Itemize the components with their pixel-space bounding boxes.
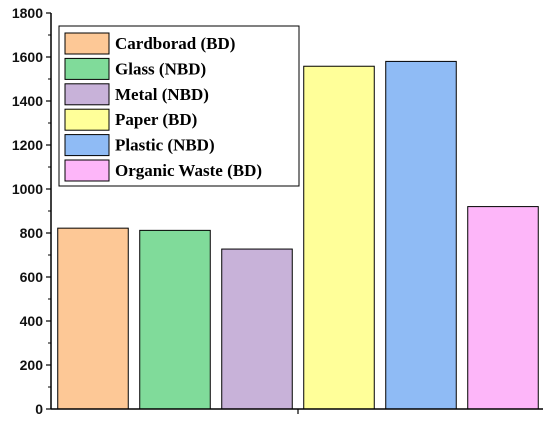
legend-swatch-5 [64, 134, 110, 157]
y-tick-label: 1200 [12, 137, 43, 153]
legend-label-5: Plastic (NBD) [115, 136, 215, 155]
legend-swatch-2 [64, 57, 110, 80]
y-tick-label: 0 [35, 401, 43, 417]
legend-label-3: Metal (NBD) [115, 85, 209, 104]
y-tick-label: 1800 [12, 5, 43, 21]
bar-6 [467, 206, 539, 410]
legend-swatch-3 [64, 83, 110, 106]
legend-label-1: Cardborad (BD) [115, 34, 235, 53]
bar-2 [139, 229, 211, 410]
bar-4 [303, 65, 375, 410]
legend-swatch-1 [64, 32, 110, 55]
bar-5 [385, 60, 457, 410]
legend-label-6: Organic Waste (BD) [115, 161, 262, 180]
legend: Cardborad (BD) Glass (NBD) Metal (NBD) Pape… [58, 25, 300, 187]
y-tick-label: 600 [20, 269, 44, 285]
legend-swatch-4 [64, 108, 110, 131]
legend-label-2: Glass (NBD) [115, 59, 206, 78]
y-tick-label: 1000 [12, 181, 43, 197]
y-tick-label: 1600 [12, 49, 43, 65]
y-tick-label: 1400 [12, 93, 43, 109]
y-tick-label: 200 [20, 357, 44, 373]
y-tick-label: 400 [20, 313, 44, 329]
bar-1 [57, 227, 129, 410]
bar-3 [221, 248, 293, 410]
y-axis-ticks: 0 200 400 600 800 1000 1200 1400 1600 1800 [12, 5, 51, 417]
y-tick-label: 800 [20, 225, 44, 241]
legend-swatch-6 [64, 159, 110, 182]
legend-label-4: Paper (BD) [115, 110, 197, 129]
bars-group [57, 60, 539, 410]
